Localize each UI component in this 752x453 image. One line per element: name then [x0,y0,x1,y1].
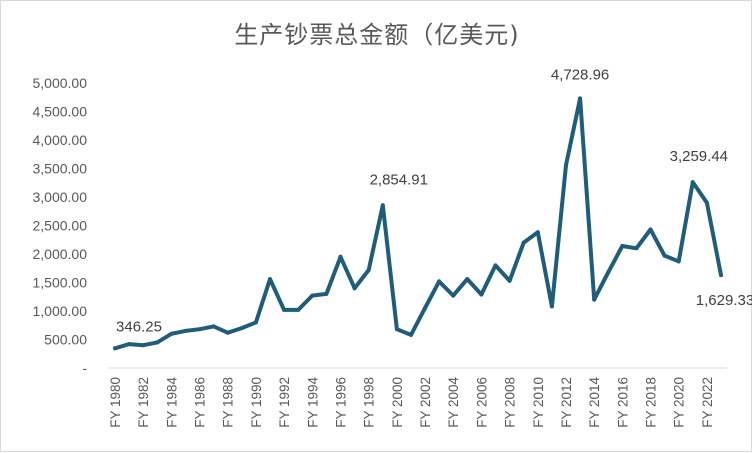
x-tick-label: FY 2012 [559,377,574,428]
y-tick-label: 5,000.00 [33,75,88,91]
data-point [366,268,371,272]
data-point [225,330,230,335]
data-point [549,304,554,309]
data-point [564,163,568,168]
y-tick-label: 2,500.00 [33,218,88,234]
y-tick-label: - [82,360,87,376]
data-point [451,293,456,298]
data-point [493,263,498,268]
data-point [380,203,385,208]
data-label: 3,259.44 [670,148,728,165]
x-tick-label: FY 2004 [446,377,461,428]
data-point [141,343,146,348]
x-tick-label: FY 2022 [700,377,715,428]
data-label: 346.25 [116,318,162,335]
y-tick-label: 4,000.00 [33,132,88,148]
x-tick-label: FY 2016 [615,377,630,428]
data-point [606,270,611,275]
y-tick-label: 500.00 [44,332,87,348]
x-tick-label: FY 2020 [672,377,687,428]
data-point [479,292,484,297]
data-point [282,307,287,312]
y-tick-label: 4,500.00 [33,104,88,120]
data-point [437,279,442,284]
data-point [620,244,625,248]
data-point [338,254,343,259]
x-tick-label: FY 2010 [531,377,546,428]
data-point [719,273,723,278]
x-tick-label: FY 1996 [333,377,348,428]
x-tick-label: FY 1998 [362,377,377,428]
data-point [268,277,272,282]
data-point [310,293,315,298]
data-label: 4,728.96 [551,66,609,83]
data-point [592,297,597,302]
chart-title: 生产钞票总金额（亿美元) [234,21,520,49]
data-point [113,346,117,351]
data-point [155,340,160,345]
data-point [578,96,583,101]
data-labels: 346.25 2,854.91 4,728.96 3,259.44 1,629.33 [116,66,752,335]
data-point [352,286,357,291]
data-point [634,246,639,251]
data-point [648,227,653,232]
data-point [662,253,667,258]
x-tick-label: FY 2014 [587,377,602,428]
data-point [423,306,427,311]
x-tick-label: FY 2006 [474,377,489,428]
data-point [394,327,399,332]
x-tick-label: FY 1990 [249,377,264,428]
data-point [690,180,695,185]
x-axis: FY 1980 FY 1982 FY 1984 FY 1986 FY 1988 FY 19… [108,367,727,428]
data-point [183,328,188,333]
x-tick-label: FY 2018 [644,377,659,428]
data-point [676,259,681,264]
data-point [197,327,202,332]
data-point [239,326,244,331]
data-point [296,307,301,312]
series-area [113,96,723,351]
data-point [535,230,540,235]
y-tick-label: 1,000.00 [33,303,88,319]
x-tick-label: FY 2002 [418,377,433,428]
data-point [409,332,413,337]
x-tick-label: FY 1988 [221,377,236,428]
y-tick-label: 1,500.00 [33,275,88,291]
y-tick-label: 2,000.00 [33,246,88,262]
y-tick-label: 3,500.00 [33,161,88,177]
data-point [507,278,512,283]
x-tick-label: FY 2008 [503,377,518,428]
data-point [253,320,258,325]
x-tick-label: FY 1982 [136,377,151,428]
y-axis: - 500.00 1,000.00 1,500.00 2,000.00 2,500.00 3… [33,75,88,376]
x-tick-label: FY 1986 [193,377,208,428]
data-label: 1,629.33 [696,292,752,309]
x-tick-label: FY 2000 [390,377,405,428]
data-point [324,291,329,296]
data-point [211,324,216,329]
data-label: 2,854.91 [370,171,428,188]
series-line [113,96,723,351]
y-tick-label: 3,000.00 [33,189,88,205]
x-tick-label: FY 1980 [108,377,123,428]
data-point [465,277,470,282]
x-tick-label: FY 1992 [277,377,292,428]
data-point [169,331,174,336]
x-tick-label: FY 1994 [305,377,320,428]
data-point [704,200,709,205]
data-point [521,240,526,245]
data-point [127,342,132,347]
x-tick-label: FY 1984 [164,377,179,428]
